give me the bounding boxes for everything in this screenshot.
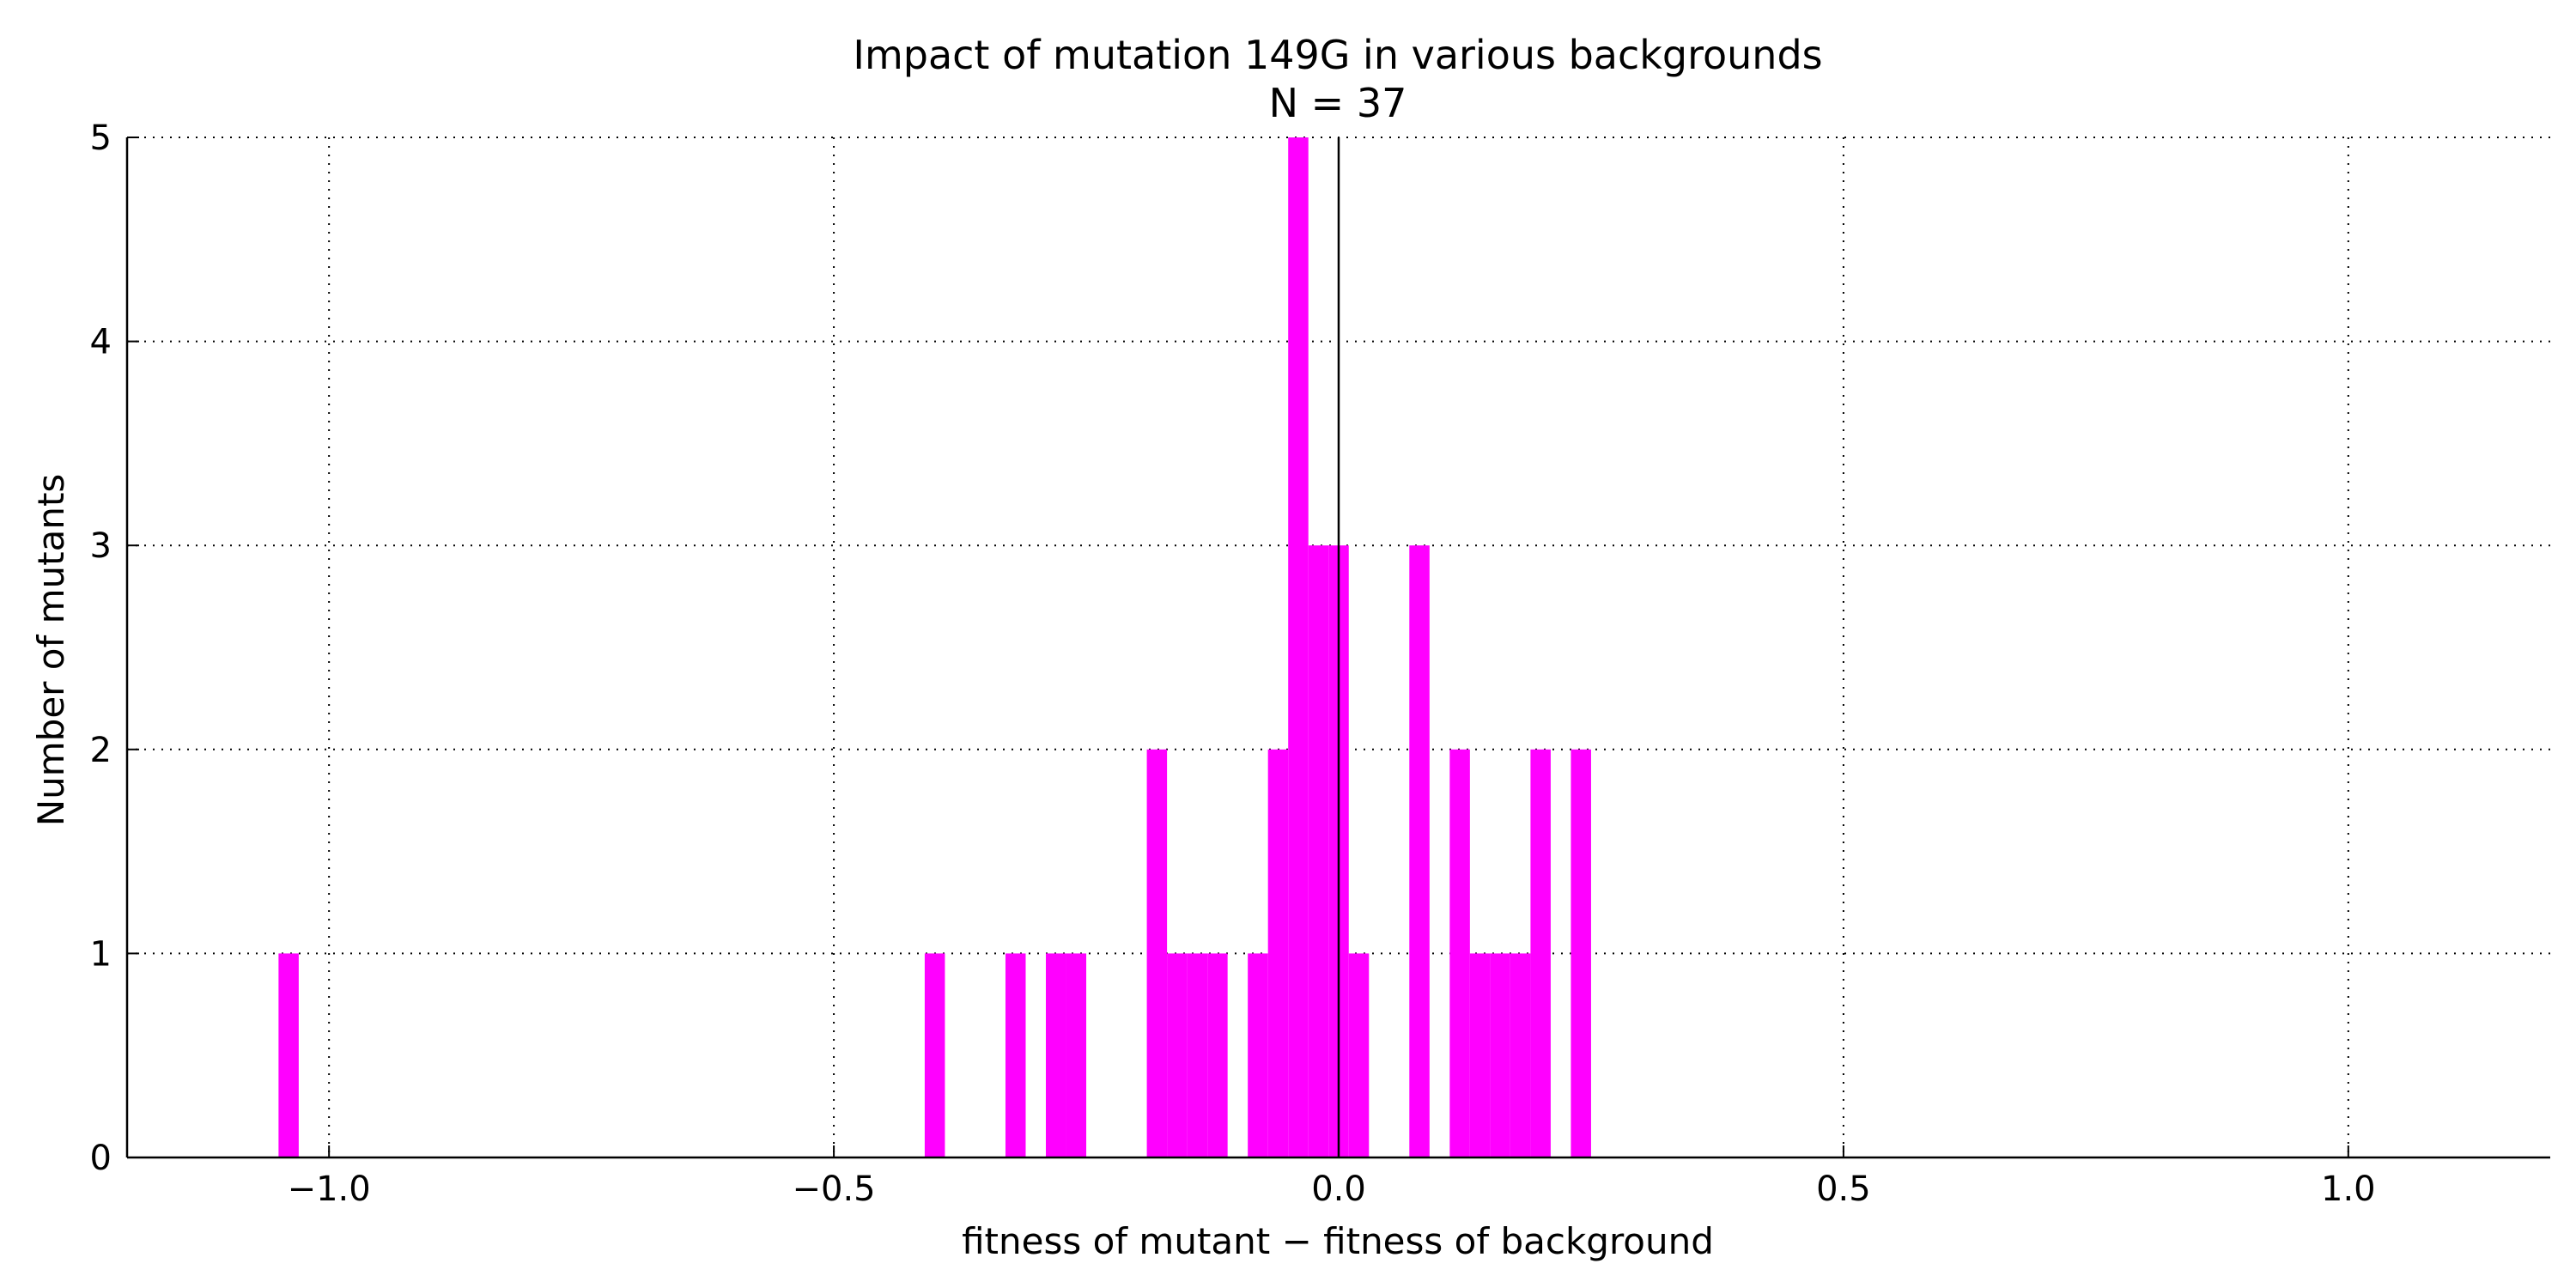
y-tick-label-1: 1 — [90, 934, 112, 974]
axes — [125, 137, 2550, 1159]
histogram-bar-3 — [1046, 953, 1066, 1157]
histogram-bar-10 — [1267, 749, 1289, 1157]
tick-labels: 0 1 2 3 4 5 −1.0 −0.5 0.0 0.5 1.0 — [90, 118, 2376, 1209]
histogram-bar-15 — [1409, 545, 1430, 1157]
x-tick-label-1: −0.5 — [793, 1170, 876, 1209]
histogram-bar-8 — [1207, 953, 1228, 1157]
histogram-bar-5 — [1146, 749, 1168, 1157]
x-tick-label-3: 0.5 — [1816, 1170, 1871, 1209]
histogram-bars — [278, 137, 1591, 1157]
histogram-bar-9 — [1248, 953, 1268, 1157]
x-tick-label-2: 0.0 — [1311, 1170, 1366, 1209]
x-axis-label: fitness of mutant − fitness of backgroun… — [962, 1220, 1714, 1262]
y-axis-label: Number of mutants — [30, 474, 72, 827]
histogram-bar-11 — [1288, 137, 1309, 1157]
x-tick-label-0: −1.0 — [288, 1170, 371, 1209]
histogram-bar-14 — [1348, 953, 1370, 1157]
histogram-bar-16 — [1449, 749, 1470, 1157]
histogram-bar-6 — [1167, 953, 1188, 1157]
histogram-bar-2 — [1005, 953, 1026, 1157]
histogram-bar-17 — [1469, 953, 1491, 1157]
histogram-bar-20 — [1530, 749, 1551, 1157]
histogram-bar-4 — [1066, 953, 1087, 1157]
histogram-bar-7 — [1187, 953, 1208, 1157]
chart-subtitle: N = 37 — [1269, 80, 1407, 126]
chart-title: Impact of mutation 149G in various backg… — [853, 32, 1822, 78]
y-tick-label-3: 3 — [90, 526, 112, 566]
y-tick-label-2: 2 — [90, 731, 112, 770]
histogram-bar-18 — [1490, 953, 1510, 1157]
y-tick-label-0: 0 — [90, 1139, 112, 1178]
histogram-bar-1 — [924, 953, 945, 1157]
histogram-bar-19 — [1510, 953, 1531, 1157]
histogram-bar-12 — [1308, 545, 1329, 1157]
y-tick-label-5: 5 — [90, 118, 112, 158]
x-tick-label-4: 1.0 — [2321, 1170, 2376, 1209]
histogram-bar-21 — [1571, 749, 1591, 1157]
histogram-bar-0 — [278, 953, 299, 1157]
y-tick-label-4: 4 — [90, 323, 112, 362]
